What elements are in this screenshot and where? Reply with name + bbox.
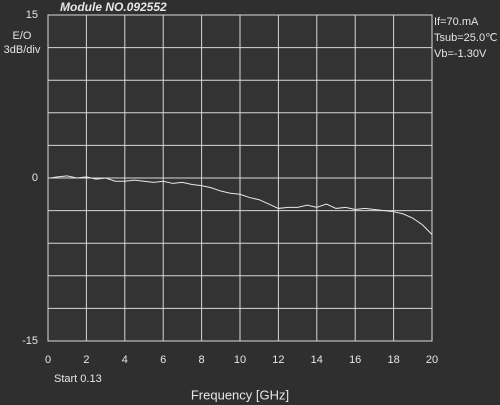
x-tick-label: 8 [199, 354, 205, 366]
x-tick-label: 6 [160, 354, 166, 366]
x-tick-label: 16 [349, 354, 361, 366]
y-tick-label: 0 [32, 172, 38, 184]
annotation: Tsub=25.0℃ [434, 32, 497, 44]
x-tick-label: 18 [387, 354, 399, 366]
chart-title: Module NO.092552 [60, 0, 167, 14]
y-axis-label: E/O [13, 30, 32, 42]
x-tick-label: 4 [122, 354, 128, 366]
x-tick-label: 12 [272, 354, 284, 366]
start-note: Start 0.13 [54, 373, 102, 385]
x-tick-label: 10 [234, 354, 246, 366]
y-tick-label: 15 [26, 9, 38, 21]
x-tick-label: 0 [45, 354, 51, 366]
annotation: Vb=-1.30V [434, 48, 487, 60]
x-tick-label: 20 [426, 354, 438, 366]
x-axis-label: Frequency [GHz] [191, 387, 289, 402]
annotation: If=70.mA [434, 16, 479, 28]
x-tick-label: 2 [83, 354, 89, 366]
data-line [50, 175, 433, 235]
y-scale-label: 3dB/div [4, 44, 41, 56]
y-tick-label: -15 [22, 335, 38, 347]
x-tick-label: 14 [311, 354, 323, 366]
